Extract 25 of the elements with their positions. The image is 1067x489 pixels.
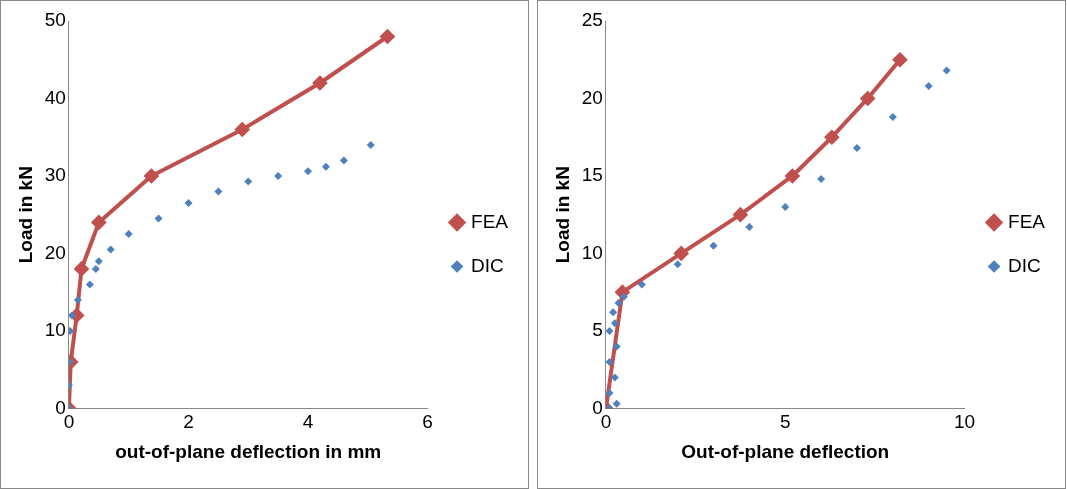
y-tick-label: 15 bbox=[581, 164, 603, 186]
y-tick-label: 25 bbox=[581, 9, 603, 31]
y-tick-label: 10 bbox=[581, 241, 603, 263]
legend-label: FEA bbox=[471, 210, 509, 232]
x-tick-label: 10 bbox=[953, 411, 976, 433]
y-tick-label: 20 bbox=[44, 241, 66, 263]
y-axis-title: Load in kN bbox=[14, 166, 36, 264]
y-tick-label: 40 bbox=[44, 86, 66, 108]
y-tick-label: 10 bbox=[44, 319, 66, 341]
legend-label: DIC bbox=[1008, 254, 1041, 276]
x-tick-label: 5 bbox=[779, 411, 791, 433]
x-axis-title: Out-of-plane deflection bbox=[681, 440, 890, 462]
y-axis-title: Load in kN bbox=[551, 166, 573, 264]
legend-label: DIC bbox=[471, 254, 504, 276]
y-tick-label: 5 bbox=[592, 319, 603, 341]
legend-label: FEA bbox=[1008, 210, 1046, 232]
y-tick-label: 30 bbox=[44, 164, 66, 186]
x-tick-label: 2 bbox=[183, 411, 194, 433]
y-tick-label: 0 bbox=[592, 396, 603, 418]
y-tick-label: 50 bbox=[44, 9, 66, 31]
x-axis-title: out-of-plane deflection in mm bbox=[115, 440, 382, 462]
x-tick-label: 6 bbox=[422, 411, 433, 433]
x-tick-label: 4 bbox=[302, 411, 314, 433]
y-tick-label: 20 bbox=[581, 86, 603, 108]
y-tick-label: 0 bbox=[55, 396, 66, 418]
